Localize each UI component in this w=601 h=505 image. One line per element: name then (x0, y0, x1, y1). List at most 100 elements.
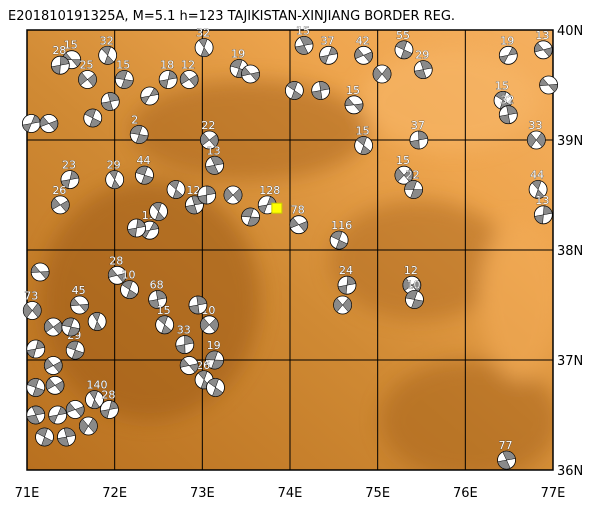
lon-tick-label: 75E (365, 486, 390, 501)
beachball (493, 91, 513, 110)
beachball-quadrant (333, 297, 352, 313)
beachball (35, 427, 54, 447)
beachball-quadrant (26, 405, 45, 425)
depth-label: 19 (500, 34, 514, 47)
depth-label: 73 (24, 290, 38, 303)
beachball (78, 70, 97, 89)
main-event (271, 202, 283, 214)
beachball (404, 180, 424, 199)
beachball-quadrant (337, 275, 357, 295)
lon-tick-label: 77E (541, 486, 566, 501)
depth-label: 15 (116, 59, 130, 72)
beachball (65, 400, 85, 419)
depth-label: 44 (136, 154, 150, 167)
beachball-quadrant (241, 207, 260, 227)
depth-label: 44 (530, 169, 544, 182)
beachball-quadrant (409, 130, 428, 150)
beachball-quadrant (395, 40, 413, 60)
beachball-quadrant (198, 38, 210, 57)
beachball (26, 378, 46, 397)
depth-label: 13 (535, 194, 549, 207)
beachball (158, 70, 178, 89)
beachball (329, 230, 349, 250)
beachball (289, 215, 309, 235)
beachball (405, 290, 424, 309)
beachball (48, 405, 68, 425)
depth-label: 140 (87, 379, 108, 392)
beachball (98, 45, 118, 65)
depth-label: 55 (396, 29, 410, 42)
beachball (311, 81, 331, 100)
depth-label: 12 (404, 264, 418, 277)
beachball (394, 165, 414, 185)
beachball-quadrant (30, 264, 50, 280)
beachball (205, 155, 225, 175)
depth-label: 37 (411, 119, 425, 132)
beachball-quadrant (39, 116, 59, 131)
beachball-quadrant (66, 402, 85, 417)
beachball-quadrant (179, 72, 199, 87)
beachball (394, 40, 414, 60)
beachball (22, 301, 42, 320)
beachball-quadrant (539, 77, 558, 93)
beachball-quadrant (108, 268, 127, 283)
beachball (39, 114, 59, 133)
beachball-quadrant (405, 290, 424, 309)
beachball-quadrant (414, 60, 433, 79)
beachball (179, 70, 199, 89)
beachball-quadrant (354, 48, 373, 63)
beachball-quadrant (286, 81, 303, 100)
beachball-quadrant (148, 290, 167, 309)
beachball (498, 105, 518, 125)
beachball (45, 375, 65, 395)
depth-label: 15 (396, 154, 410, 167)
beachball-quadrant (319, 46, 338, 65)
depth-label: 32 (500, 94, 514, 107)
beachball (175, 335, 195, 355)
beachball (498, 45, 518, 65)
beachball (26, 405, 46, 425)
beachball (179, 356, 199, 375)
beachball-quadrant (497, 450, 516, 470)
beachball-quadrant (51, 197, 70, 213)
beachball (78, 416, 98, 436)
beachball (166, 180, 186, 199)
beachball (148, 290, 168, 309)
beachball-quadrant (344, 97, 364, 113)
depth-label: 18 (160, 59, 174, 72)
lat-tick-label: 36N (557, 464, 583, 479)
beachball-quadrant (356, 136, 371, 155)
depth-label: 25 (79, 59, 93, 72)
beachball (87, 312, 107, 331)
grid (26, 29, 554, 471)
beachball-quadrant (168, 180, 184, 199)
beachball (533, 205, 553, 225)
beachball-quadrant (534, 205, 553, 225)
beachball-quadrant (66, 340, 85, 360)
depth-label: 2 (131, 114, 138, 127)
beachball-quadrant (157, 315, 172, 335)
beachball (188, 295, 208, 315)
beachball (155, 315, 175, 335)
beachball (140, 86, 160, 106)
beachball-quadrant (294, 36, 314, 55)
beachball-quadrant (48, 406, 67, 424)
beachball (50, 55, 70, 75)
depth-label: 12 (181, 59, 195, 72)
depth-label: 23 (62, 159, 76, 172)
beachball (65, 340, 85, 360)
beachball-quadrant (205, 350, 224, 370)
beachball (105, 170, 125, 190)
map-title: E201810191325A, M=5.1 h=123 TAJIKISTAN-X… (8, 9, 455, 24)
beachball (197, 185, 217, 205)
depth-label: 116 (331, 219, 352, 232)
beachball-quadrant (109, 170, 121, 189)
lat-tick-label: 37N (557, 354, 583, 369)
depth-label: 29 (415, 49, 429, 62)
beachball (127, 218, 146, 238)
lat-tick-label: 39N (557, 134, 583, 149)
beachball-quadrant (311, 81, 330, 100)
depth-label: 37 (321, 34, 335, 47)
